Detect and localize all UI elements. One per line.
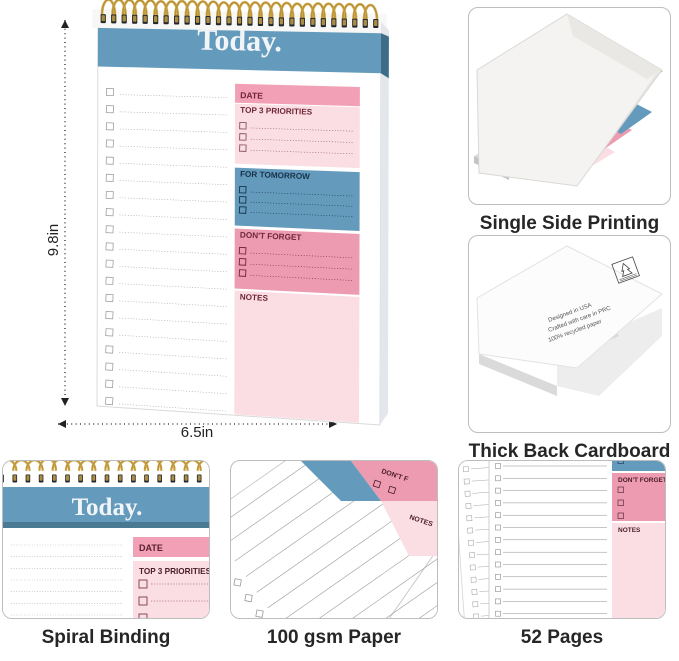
svg-text:NOTES: NOTES <box>618 527 641 534</box>
svg-text:DATE: DATE <box>240 90 263 101</box>
svg-text:Today.: Today. <box>197 23 282 58</box>
svg-text:DATE: DATE <box>139 543 163 553</box>
svg-text:NOTES: NOTES <box>240 292 269 302</box>
svg-text:Today.: Today. <box>72 494 143 521</box>
svg-text:9.8in: 9.8in <box>45 224 62 257</box>
svg-text:DON'T FORGET: DON'T FORGET <box>618 477 666 484</box>
svg-text:6.5in: 6.5in <box>181 424 214 440</box>
svg-text:TOP 3 PRIORITIES: TOP 3 PRIORITIES <box>139 567 210 576</box>
